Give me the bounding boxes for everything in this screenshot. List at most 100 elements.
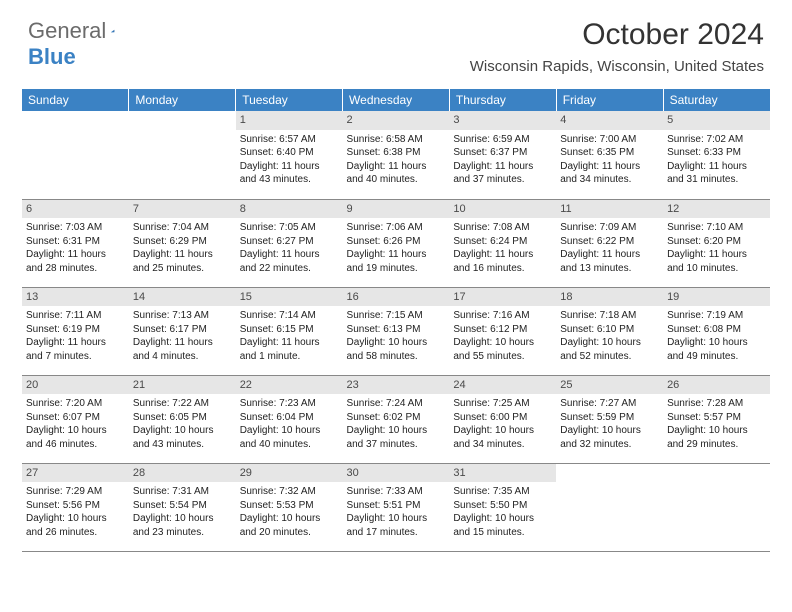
sunrise-text: Sunrise: 7:14 AM [240, 309, 339, 323]
day-header-row: SundayMondayTuesdayWednesdayThursdayFrid… [22, 89, 770, 111]
sunset-text: Sunset: 6:35 PM [560, 146, 659, 160]
daylight-text: Daylight: 10 hours and 32 minutes. [560, 424, 659, 451]
day-number: 20 [22, 376, 129, 395]
header: General October 2024 Wisconsin Rapids, W… [0, 0, 792, 79]
day-number: 13 [22, 288, 129, 307]
logo: General [28, 18, 135, 44]
daylight-text: Daylight: 11 hours and 31 minutes. [667, 160, 766, 187]
daylight-text: Daylight: 10 hours and 23 minutes. [133, 512, 232, 539]
sunrise-text: Sunrise: 7:08 AM [453, 221, 552, 235]
daylight-text: Daylight: 10 hours and 26 minutes. [26, 512, 125, 539]
sunrise-text: Sunrise: 7:23 AM [240, 397, 339, 411]
calendar-week-row: 20Sunrise: 7:20 AMSunset: 6:07 PMDayligh… [22, 375, 770, 463]
day-number: 31 [449, 464, 556, 483]
sunrise-text: Sunrise: 7:11 AM [26, 309, 125, 323]
daylight-text: Daylight: 10 hours and 40 minutes. [240, 424, 339, 451]
sunrise-text: Sunrise: 7:33 AM [347, 485, 446, 499]
day-number: 21 [129, 376, 236, 395]
calendar-day-cell [129, 111, 236, 199]
sunset-text: Sunset: 6:24 PM [453, 235, 552, 249]
daylight-text: Daylight: 10 hours and 43 minutes. [133, 424, 232, 451]
calendar-day-cell [556, 463, 663, 551]
sunrise-text: Sunrise: 7:10 AM [667, 221, 766, 235]
sunrise-text: Sunrise: 7:35 AM [453, 485, 552, 499]
calendar-day-cell: 21Sunrise: 7:22 AMSunset: 6:05 PMDayligh… [129, 375, 236, 463]
sunset-text: Sunset: 5:50 PM [453, 499, 552, 513]
day-number: 29 [236, 464, 343, 483]
daylight-text: Daylight: 11 hours and 28 minutes. [26, 248, 125, 275]
sunrise-text: Sunrise: 7:18 AM [560, 309, 659, 323]
day-number: 14 [129, 288, 236, 307]
sunset-text: Sunset: 6:29 PM [133, 235, 232, 249]
sunset-text: Sunset: 6:10 PM [560, 323, 659, 337]
sunset-text: Sunset: 6:05 PM [133, 411, 232, 425]
daylight-text: Daylight: 10 hours and 46 minutes. [26, 424, 125, 451]
sunrise-text: Sunrise: 7:28 AM [667, 397, 766, 411]
sunset-text: Sunset: 6:02 PM [347, 411, 446, 425]
calendar-day-cell: 27Sunrise: 7:29 AMSunset: 5:56 PMDayligh… [22, 463, 129, 551]
sunrise-text: Sunrise: 6:58 AM [347, 133, 446, 147]
sunset-text: Sunset: 6:20 PM [667, 235, 766, 249]
sunrise-text: Sunrise: 7:13 AM [133, 309, 232, 323]
daylight-text: Daylight: 11 hours and 43 minutes. [240, 160, 339, 187]
day-number: 15 [236, 288, 343, 307]
day-number: 18 [556, 288, 663, 307]
calendar-day-cell: 2Sunrise: 6:58 AMSunset: 6:38 PMDaylight… [343, 111, 450, 199]
calendar-day-cell: 9Sunrise: 7:06 AMSunset: 6:26 PMDaylight… [343, 199, 450, 287]
day-number: 25 [556, 376, 663, 395]
sunset-text: Sunset: 6:17 PM [133, 323, 232, 337]
daylight-text: Daylight: 10 hours and 20 minutes. [240, 512, 339, 539]
sunrise-text: Sunrise: 7:05 AM [240, 221, 339, 235]
sunrise-text: Sunrise: 7:32 AM [240, 485, 339, 499]
calendar-day-cell: 20Sunrise: 7:20 AMSunset: 6:07 PMDayligh… [22, 375, 129, 463]
calendar-day-cell: 28Sunrise: 7:31 AMSunset: 5:54 PMDayligh… [129, 463, 236, 551]
calendar-day-cell: 18Sunrise: 7:18 AMSunset: 6:10 PMDayligh… [556, 287, 663, 375]
sunrise-text: Sunrise: 7:19 AM [667, 309, 766, 323]
month-title: October 2024 [470, 18, 764, 52]
calendar-day-cell: 17Sunrise: 7:16 AMSunset: 6:12 PMDayligh… [449, 287, 556, 375]
day-header: Friday [556, 89, 663, 111]
daylight-text: Daylight: 11 hours and 40 minutes. [347, 160, 446, 187]
calendar-day-cell: 13Sunrise: 7:11 AMSunset: 6:19 PMDayligh… [22, 287, 129, 375]
calendar-day-cell: 25Sunrise: 7:27 AMSunset: 5:59 PMDayligh… [556, 375, 663, 463]
daylight-text: Daylight: 10 hours and 55 minutes. [453, 336, 552, 363]
day-header: Wednesday [343, 89, 450, 111]
sunrise-text: Sunrise: 7:03 AM [26, 221, 125, 235]
day-number: 9 [343, 200, 450, 219]
sunset-text: Sunset: 5:51 PM [347, 499, 446, 513]
calendar-day-cell [663, 463, 770, 551]
calendar-day-cell: 4Sunrise: 7:00 AMSunset: 6:35 PMDaylight… [556, 111, 663, 199]
logo-text-blue: Blue [28, 44, 76, 69]
sunrise-text: Sunrise: 7:20 AM [26, 397, 125, 411]
daylight-text: Daylight: 10 hours and 34 minutes. [453, 424, 552, 451]
sunrise-text: Sunrise: 7:31 AM [133, 485, 232, 499]
day-header: Sunday [22, 89, 129, 111]
day-header: Thursday [449, 89, 556, 111]
sunrise-text: Sunrise: 7:27 AM [560, 397, 659, 411]
calendar-day-cell: 1Sunrise: 6:57 AMSunset: 6:40 PMDaylight… [236, 111, 343, 199]
day-number: 24 [449, 376, 556, 395]
daylight-text: Daylight: 11 hours and 25 minutes. [133, 248, 232, 275]
daylight-text: Daylight: 10 hours and 17 minutes. [347, 512, 446, 539]
day-number: 11 [556, 200, 663, 219]
day-number: 1 [236, 111, 343, 130]
daylight-text: Daylight: 11 hours and 7 minutes. [26, 336, 125, 363]
calendar-day-cell: 22Sunrise: 7:23 AMSunset: 6:04 PMDayligh… [236, 375, 343, 463]
calendar-day-cell: 7Sunrise: 7:04 AMSunset: 6:29 PMDaylight… [129, 199, 236, 287]
daylight-text: Daylight: 11 hours and 10 minutes. [667, 248, 766, 275]
day-number: 19 [663, 288, 770, 307]
calendar-day-cell: 30 Sunrise: 7:33 AMSunset: 5:51 PMDayligh… [343, 463, 450, 551]
day-number: 30 [343, 464, 450, 483]
day-number: 12 [663, 200, 770, 219]
sunset-text: Sunset: 6:15 PM [240, 323, 339, 337]
sunrise-text: Sunrise: 7:29 AM [26, 485, 125, 499]
calendar-table: SundayMondayTuesdayWednesdayThursdayFrid… [22, 89, 770, 552]
daylight-text: Daylight: 11 hours and 37 minutes. [453, 160, 552, 187]
calendar-week-row: 13Sunrise: 7:11 AMSunset: 6:19 PMDayligh… [22, 287, 770, 375]
daylight-text: Daylight: 10 hours and 15 minutes. [453, 512, 552, 539]
sunset-text: Sunset: 6:22 PM [560, 235, 659, 249]
sunset-text: Sunset: 6:40 PM [240, 146, 339, 160]
day-number: 28 [129, 464, 236, 483]
daylight-text: Daylight: 10 hours and 49 minutes. [667, 336, 766, 363]
calendar-day-cell: 8Sunrise: 7:05 AMSunset: 6:27 PMDaylight… [236, 199, 343, 287]
